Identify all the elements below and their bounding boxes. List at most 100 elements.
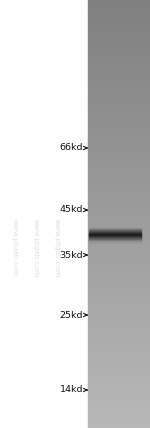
Bar <box>88 360 150 361</box>
Bar <box>88 56 150 57</box>
Bar <box>88 407 150 408</box>
Bar <box>88 80 150 81</box>
Bar <box>88 288 150 290</box>
Bar <box>88 128 150 130</box>
Bar <box>88 6 150 7</box>
Bar <box>88 297 150 298</box>
Bar <box>88 172 150 174</box>
Bar <box>88 63 150 64</box>
Bar <box>88 267 150 268</box>
Bar <box>88 342 150 344</box>
Bar <box>88 298 150 300</box>
Bar <box>88 321 150 322</box>
Bar <box>88 50 150 51</box>
Bar <box>88 211 150 213</box>
Bar <box>88 368 150 369</box>
Bar <box>88 357 150 358</box>
Bar <box>88 395 150 397</box>
Bar <box>88 61 150 63</box>
Bar <box>88 65 150 67</box>
Bar <box>88 221 150 223</box>
Bar <box>88 217 150 218</box>
Text: 66kd: 66kd <box>60 143 83 152</box>
Bar <box>88 287 150 288</box>
Bar <box>88 89 150 90</box>
Bar <box>88 178 150 180</box>
Bar <box>88 123 150 124</box>
Bar <box>88 228 150 230</box>
Bar <box>88 230 150 231</box>
Bar <box>88 208 150 210</box>
Bar <box>88 146 150 147</box>
Bar <box>88 351 150 352</box>
Bar <box>88 265 150 267</box>
Bar <box>88 193 150 194</box>
Bar <box>88 334 150 335</box>
Bar <box>88 42 150 43</box>
Bar <box>88 120 150 121</box>
Bar <box>88 301 150 303</box>
Bar <box>88 23 150 24</box>
Bar <box>88 270 150 271</box>
Bar <box>88 177 150 178</box>
Bar <box>88 303 150 304</box>
Bar <box>88 220 150 221</box>
Bar <box>88 244 150 245</box>
Bar <box>88 20 150 21</box>
Bar <box>88 124 150 125</box>
Bar <box>88 138 150 140</box>
Bar <box>88 328 150 330</box>
Bar <box>88 317 150 318</box>
Bar <box>88 419 150 421</box>
Bar <box>88 415 150 416</box>
Bar <box>88 381 150 382</box>
Bar <box>88 158 150 160</box>
Bar <box>88 150 150 151</box>
Bar <box>88 331 150 333</box>
Bar <box>88 365 150 367</box>
Bar <box>88 104 150 106</box>
Bar <box>88 198 150 200</box>
Bar <box>88 355 150 357</box>
Bar <box>88 151 150 153</box>
Bar <box>88 251 150 253</box>
Bar <box>88 320 150 321</box>
Bar <box>88 361 150 363</box>
Bar <box>88 166 150 167</box>
Bar <box>88 424 150 425</box>
Bar <box>88 309 150 311</box>
Bar <box>88 363 150 364</box>
Bar <box>88 94 150 95</box>
Bar <box>88 194 150 196</box>
Bar <box>88 180 150 181</box>
Bar <box>88 281 150 282</box>
Bar <box>88 264 150 265</box>
Bar <box>88 345 150 347</box>
Bar <box>88 91 150 93</box>
Bar <box>88 71 150 73</box>
Bar <box>88 154 150 155</box>
Bar <box>88 98 150 100</box>
Bar <box>88 411 150 412</box>
Bar <box>88 339 150 341</box>
Bar <box>88 155 150 157</box>
Bar <box>88 227 150 228</box>
Bar <box>88 268 150 270</box>
Text: www.ptgab.com: www.ptgab.com <box>33 219 39 277</box>
Bar <box>88 144 150 146</box>
Bar <box>88 213 150 214</box>
Bar <box>88 113 150 114</box>
Bar <box>88 0 150 1</box>
Bar <box>88 369 150 371</box>
Bar <box>88 110 150 111</box>
Bar <box>88 67 150 68</box>
Bar <box>88 425 150 427</box>
Bar <box>88 87 150 89</box>
Bar <box>88 427 150 428</box>
Bar <box>88 33 150 34</box>
Bar <box>88 278 150 279</box>
Bar <box>88 354 150 355</box>
Bar <box>88 157 150 158</box>
Bar <box>88 12 150 13</box>
Bar <box>88 18 150 20</box>
